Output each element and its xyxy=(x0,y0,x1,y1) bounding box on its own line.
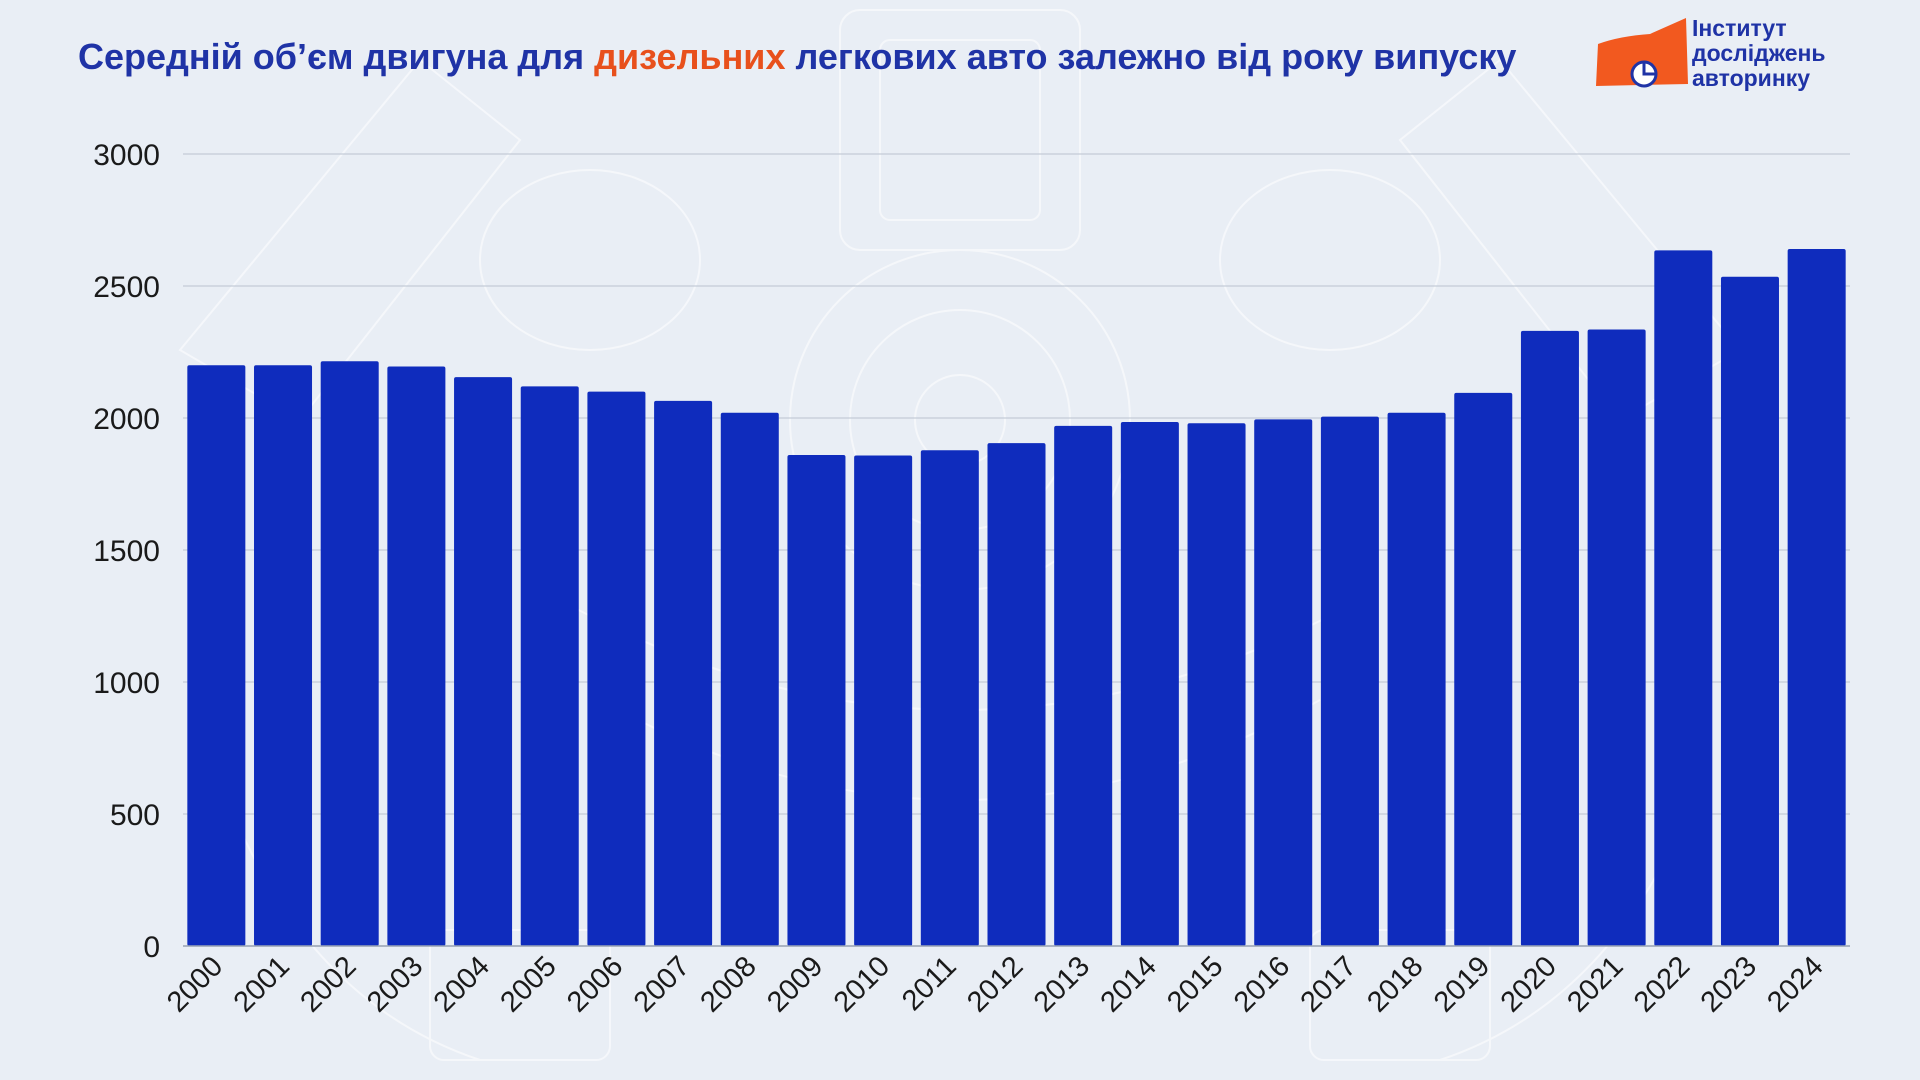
y-tick-label: 3000 xyxy=(93,139,160,172)
bar xyxy=(1454,392,1513,946)
x-tick-label: 2004 xyxy=(428,950,496,1018)
x-tick-label: 2023 xyxy=(1695,950,1763,1018)
bar xyxy=(187,365,246,946)
x-tick-label: 2016 xyxy=(1228,950,1296,1018)
bar xyxy=(587,391,646,947)
x-tick-label: 2005 xyxy=(494,950,562,1018)
logo-line-1: Інститут xyxy=(1692,15,1787,41)
bar xyxy=(1654,250,1713,947)
x-tick-label: 2012 xyxy=(961,950,1029,1018)
bar xyxy=(1120,421,1179,947)
y-tick-label: 1000 xyxy=(93,667,160,700)
x-tick-label: 2020 xyxy=(1495,950,1563,1018)
bar xyxy=(1520,330,1579,946)
x-tick-label: 2007 xyxy=(628,950,696,1018)
bar xyxy=(454,377,513,947)
title-part-start: Середній об’єм двигуна для xyxy=(78,36,595,77)
bar xyxy=(320,361,379,946)
x-tick-label: 2006 xyxy=(561,950,629,1018)
bar xyxy=(520,386,579,946)
x-tick-label: 2019 xyxy=(1428,950,1496,1018)
title-part-end: легкових авто залежно від року випуску xyxy=(785,36,1517,77)
bar xyxy=(387,366,446,946)
bar xyxy=(1054,425,1113,946)
chart-title: Середній об’єм двигуна для дизельних лег… xyxy=(78,36,1516,78)
title-highlight-diesel: дизельних xyxy=(594,36,786,77)
y-tick-label: 0 xyxy=(143,931,160,964)
y-tick-label: 500 xyxy=(110,799,160,832)
bar xyxy=(787,454,846,946)
x-tick-label: 2015 xyxy=(1161,950,1229,1018)
bar xyxy=(1320,416,1379,946)
x-tick-label: 2022 xyxy=(1628,950,1696,1018)
logo-line-2: досліджень xyxy=(1692,40,1826,66)
bar xyxy=(1720,276,1779,946)
x-tick-label: 2024 xyxy=(1761,950,1829,1018)
bar xyxy=(1187,423,1246,946)
x-tick-label: 2008 xyxy=(694,950,762,1018)
x-tick-label: 2010 xyxy=(828,950,896,1018)
bar xyxy=(720,412,779,947)
bar xyxy=(1587,329,1646,946)
bar xyxy=(854,455,913,946)
institute-logo-icon xyxy=(1596,18,1688,88)
bar xyxy=(987,443,1046,946)
bar xyxy=(1787,249,1846,947)
x-tick-label: 2002 xyxy=(294,950,362,1018)
bar xyxy=(254,365,313,946)
bar xyxy=(920,450,979,946)
bar xyxy=(654,400,713,947)
y-tick-label: 2000 xyxy=(93,403,160,436)
x-tick-label: 2001 xyxy=(228,950,296,1018)
x-tick-label: 2000 xyxy=(161,950,229,1018)
y-tick-label: 1500 xyxy=(93,535,160,568)
x-tick-label: 2018 xyxy=(1361,950,1429,1018)
bar xyxy=(1254,419,1313,946)
bar xyxy=(1387,412,1446,947)
x-tick-label: 2017 xyxy=(1295,950,1363,1018)
x-tick-label: 2009 xyxy=(761,950,829,1018)
y-tick-label: 2500 xyxy=(93,271,160,304)
x-tick-label: 2021 xyxy=(1561,950,1629,1018)
x-tick-label: 2013 xyxy=(1028,950,1096,1018)
x-tick-label: 2003 xyxy=(361,950,429,1018)
x-tick-label: 2011 xyxy=(896,950,963,1017)
institute-logo: Інститут досліджень авторинку xyxy=(1590,14,1890,94)
x-tick-label: 2014 xyxy=(1095,950,1163,1018)
logo-line-3: авторинку xyxy=(1692,65,1811,91)
